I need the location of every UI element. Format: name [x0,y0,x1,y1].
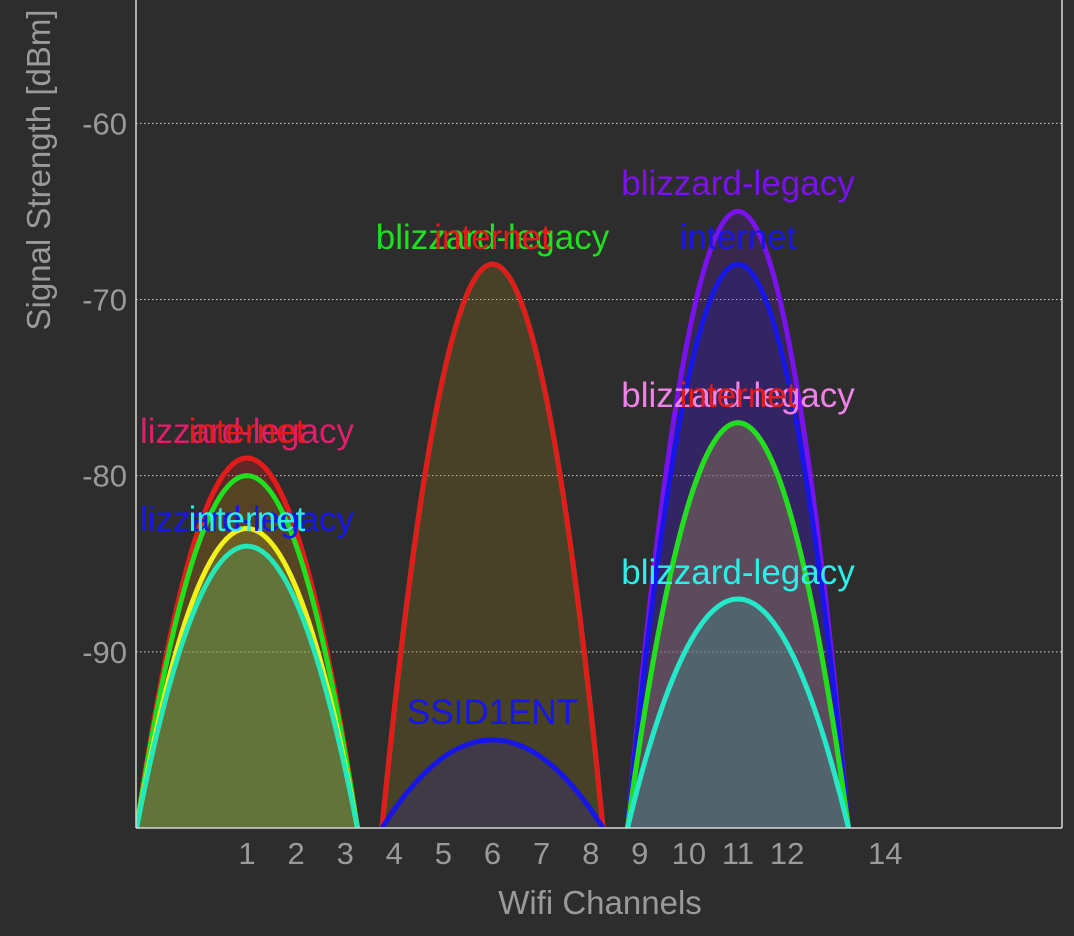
ssid-label: internet [189,412,306,451]
ssid-label: internet [434,218,551,257]
ssid-label: internet [680,376,797,415]
signal-curve-8 [625,208,851,828]
ssid-label: internet [189,500,306,539]
y-tick-label: -80 [82,459,127,494]
ssid-label: internet [680,218,797,257]
signal-curve-12 [625,420,851,828]
x-tick-label: 8 [582,836,599,871]
signal-curve-6 [379,261,606,828]
ssid-labels: lizzard-legacyinternetlizzard-legacyinte… [140,164,855,732]
x-axis-ticks: 1 2 3 4 5 6 7 8 9 10 11 12 14 [238,836,902,871]
y-tick-label: -60 [82,106,127,141]
x-tick-label: 6 [484,836,501,871]
x-tick-label: 11 [722,836,754,871]
y-axis-title: Signal Strength [dBm] [20,9,57,330]
x-tick-label: 1 [238,836,255,871]
ssid-label: SSID1ENT [407,693,578,732]
signal-curve-2 [136,473,360,828]
x-axis-title: Wifi Channels [498,884,702,921]
ssid-label: lizzard-legacy [140,412,354,451]
ssid-label: blizzard-legacy [621,553,855,592]
y-tick-label: -70 [82,282,127,317]
x-tick-label: 5 [435,836,452,871]
signal-curve-9 [625,261,851,828]
ssid-label: blizzard-legacy [621,164,855,203]
x-tick-label: 9 [631,836,648,871]
y-axis-ticks: -60 -70 -80 -90 [82,106,127,670]
x-tick-label: 14 [868,836,902,871]
x-tick-label: 2 [287,836,304,871]
x-tick-label: 3 [337,836,354,871]
ssid-label: lizzard-legacy [140,500,354,539]
ssid-label: blizzard-legacy [376,218,610,257]
signal-curve-4 [136,543,360,828]
x-tick-label: 12 [770,836,804,871]
x-tick-label: 4 [386,836,403,871]
signal-curve-13 [625,596,851,828]
signal-curve-7 [379,737,606,828]
x-tick-label: 7 [533,836,550,871]
signal-areas [136,208,851,828]
x-tick-label: 10 [672,836,706,871]
ssid-label: blizzard-legacy [621,376,855,415]
plot-frame [135,0,1063,829]
y-tick-label: -90 [82,635,127,670]
